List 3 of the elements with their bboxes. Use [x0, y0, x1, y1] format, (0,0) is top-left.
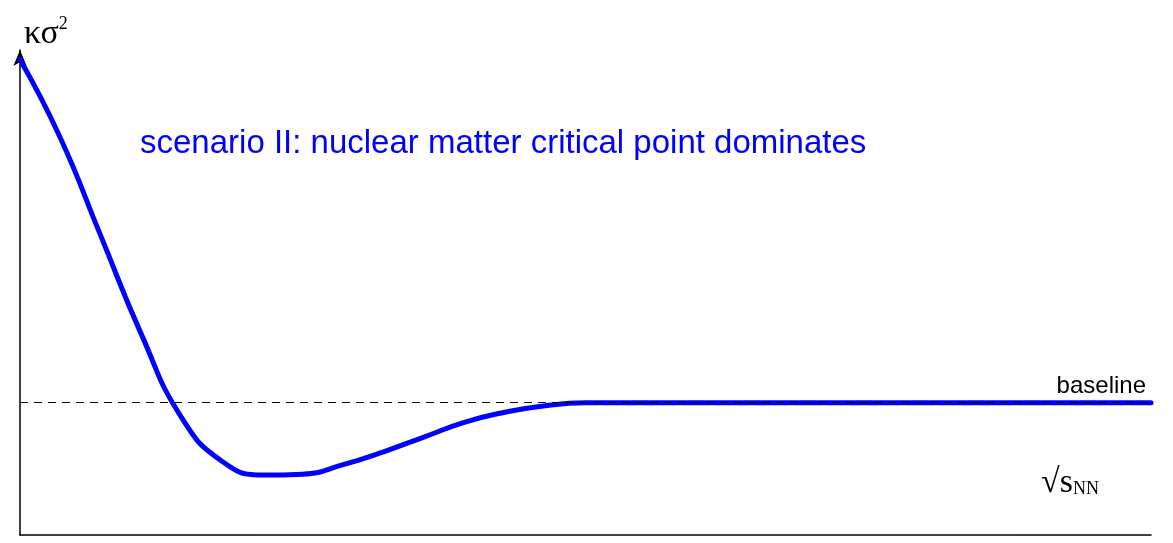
ref-line-label: baseline: [1056, 371, 1146, 399]
x-axis-title: √sNN: [1041, 461, 1099, 499]
annotation: scenario II: nuclear matter critical point dominates: [140, 123, 867, 160]
